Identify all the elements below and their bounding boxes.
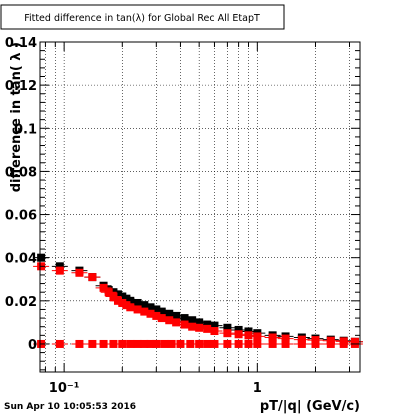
data-point xyxy=(104,288,113,297)
data-point xyxy=(146,303,155,312)
y-tick-label: 0.1 xyxy=(14,122,37,137)
y-tick-label: 0 xyxy=(28,338,37,353)
data-point xyxy=(210,321,219,330)
data-point xyxy=(311,339,320,348)
data-point xyxy=(157,314,166,323)
data-point xyxy=(55,266,64,275)
data-point xyxy=(186,339,195,348)
y-tick-label: 0.12 xyxy=(5,79,37,94)
data-point xyxy=(126,303,135,312)
data-point xyxy=(210,327,219,336)
data-point xyxy=(339,339,348,348)
data-point xyxy=(167,339,176,348)
data-point xyxy=(75,339,84,348)
data-point xyxy=(188,322,197,331)
data-point xyxy=(176,339,185,348)
data-point xyxy=(157,307,166,316)
y-tick-label: 0.02 xyxy=(5,295,37,310)
data-point xyxy=(195,318,204,327)
data-point xyxy=(126,296,135,305)
data-point xyxy=(140,307,149,316)
data-point xyxy=(180,314,189,323)
data-point xyxy=(140,301,149,310)
data-point xyxy=(223,339,232,348)
data-point xyxy=(234,330,243,339)
data-point xyxy=(146,309,155,318)
data-point xyxy=(55,339,64,348)
data-point xyxy=(234,325,243,334)
y-tick-label: 0.06 xyxy=(5,209,37,224)
data-point xyxy=(118,292,127,301)
data-point xyxy=(281,334,290,343)
x-axis-label: pT/|q| (GeV/c) xyxy=(260,399,360,414)
data-point xyxy=(268,339,277,348)
data-point xyxy=(113,290,122,299)
data-point xyxy=(244,331,253,340)
y-tick-label: 0.08 xyxy=(5,165,37,180)
data-point xyxy=(152,305,161,314)
data-point xyxy=(75,268,84,277)
y-axis-label: difference in tan( λ ) xyxy=(9,42,24,192)
data-point xyxy=(180,320,189,329)
data-point xyxy=(281,339,290,348)
chart-title: Fitted difference in tan(λ) for Global R… xyxy=(24,13,260,24)
data-point xyxy=(118,298,127,307)
data-point xyxy=(88,339,97,348)
data-point xyxy=(165,316,174,325)
plot-frame xyxy=(39,41,361,373)
title-box xyxy=(0,4,285,30)
data-point xyxy=(109,339,118,348)
data-point xyxy=(203,324,212,333)
data-point xyxy=(223,329,232,338)
data-point xyxy=(223,323,232,332)
series-2 xyxy=(33,339,363,348)
timestamp: Sun Apr 10 10:05:53 2016 xyxy=(4,402,136,412)
data-point xyxy=(99,339,108,348)
data-point xyxy=(165,309,174,318)
ticks-layer: 10⁻¹ 1 0 0.02 0.04 0.06 0.08 0.1 0.12 0.14 xyxy=(5,36,360,396)
data-point xyxy=(133,305,142,314)
data-point xyxy=(172,318,181,327)
data-point xyxy=(234,339,243,348)
data-point xyxy=(326,339,335,348)
data-point xyxy=(55,262,64,271)
data-point xyxy=(109,292,118,301)
x-tick-label: 1 xyxy=(253,381,262,396)
data-point xyxy=(172,311,181,320)
data-point xyxy=(152,311,161,320)
y-tick-label: 0.14 xyxy=(5,36,37,51)
data-point xyxy=(188,316,197,325)
data-point xyxy=(99,283,108,292)
data-point xyxy=(297,335,306,344)
data-point xyxy=(253,332,262,341)
data-point xyxy=(244,339,253,348)
data-point xyxy=(195,323,204,332)
x-tick-label: 10⁻¹ xyxy=(49,381,80,396)
data-point xyxy=(113,296,122,305)
y-tick-label: 0.04 xyxy=(5,252,37,267)
data-point xyxy=(203,320,212,329)
data-point xyxy=(297,339,306,348)
data-point xyxy=(253,339,262,348)
data-point xyxy=(133,298,142,307)
data-point xyxy=(88,273,97,282)
series-1 xyxy=(33,262,363,346)
data-point xyxy=(268,333,277,342)
data-point xyxy=(210,339,219,348)
